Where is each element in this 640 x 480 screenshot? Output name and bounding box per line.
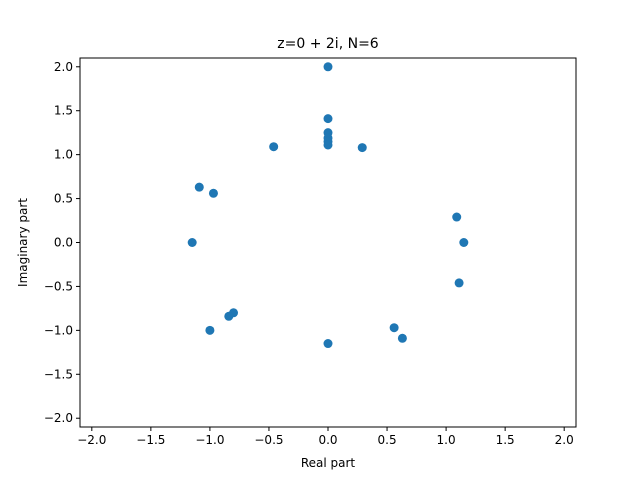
chart-title: z=0 + 2i, N=6 <box>277 36 379 52</box>
x-tick-label: 0.0 <box>318 433 337 447</box>
y-tick-label: −0.5 <box>44 279 73 293</box>
y-tick-label: 1.0 <box>54 148 73 162</box>
y-tick-label: −1.0 <box>44 323 73 337</box>
data-points <box>187 62 469 349</box>
y-tick-label: 1.5 <box>54 104 73 118</box>
data-point <box>323 114 333 124</box>
data-point <box>323 62 333 72</box>
x-tick-label: −2.0 <box>77 433 106 447</box>
data-point <box>397 333 407 343</box>
data-point <box>323 140 333 150</box>
y-axis-label: Imaginary part <box>16 198 30 287</box>
data-point <box>357 143 367 153</box>
x-axis-ticks: −2.0 −1.5 −1.0 −0.5 0.0 0.5 1.0 1.5 2.0 <box>77 427 574 447</box>
y-axis-ticks: −2.0 −1.5 −1.0 −0.5 0.0 0.5 1.0 1.5 2.0 <box>44 60 80 425</box>
data-point <box>452 212 462 222</box>
x-axis-label: Real part <box>301 456 356 470</box>
y-tick-label: −2.0 <box>44 411 73 425</box>
x-tick-label: −1.0 <box>195 433 224 447</box>
x-tick-label: 2.0 <box>555 433 574 447</box>
x-tick-label: −1.5 <box>136 433 165 447</box>
data-point <box>205 325 215 335</box>
data-point <box>187 238 197 247</box>
plot-frame <box>79 57 577 428</box>
data-point <box>224 311 234 321</box>
x-tick-label: 0.5 <box>378 433 397 447</box>
data-point <box>194 182 204 192</box>
y-tick-label: 0.0 <box>54 236 73 250</box>
x-tick-label: 1.0 <box>437 433 456 447</box>
y-tick-label: 2.0 <box>54 60 73 74</box>
data-point <box>208 188 218 198</box>
x-tick-label: −0.5 <box>254 433 283 447</box>
data-point <box>454 278 464 288</box>
data-point <box>269 142 279 152</box>
y-tick-label: −1.5 <box>44 367 73 381</box>
data-point <box>389 323 399 333</box>
data-point <box>323 339 333 349</box>
y-tick-label: 0.5 <box>54 192 73 206</box>
x-tick-label: 1.5 <box>496 433 515 447</box>
data-point <box>459 238 469 247</box>
